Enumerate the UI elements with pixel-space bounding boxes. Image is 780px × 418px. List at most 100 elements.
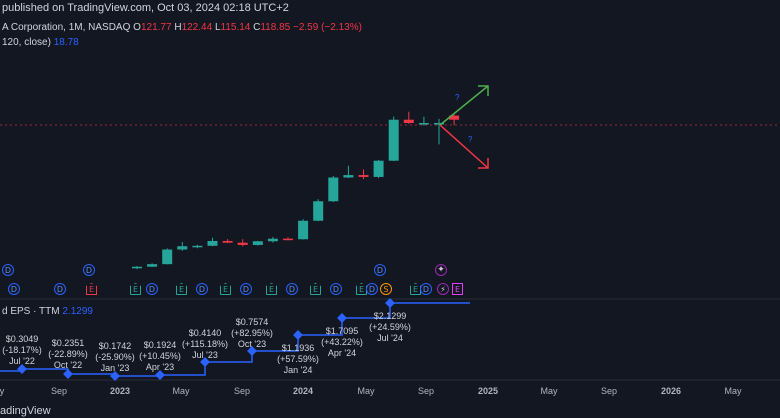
down-arrow-head [478,158,489,169]
eps-label-date: Oct '22 [53,360,83,370]
dividend-event-icon[interactable]: D [330,283,342,295]
low-label: L [214,22,221,33]
earnings-event-icon[interactable]: E [130,283,141,295]
up-arrow-head [478,85,489,96]
eps-label-change: (+24.59%) [369,322,411,332]
earnings-event-icon[interactable]: E [176,283,187,295]
candle-body[interactable] [162,249,173,265]
dividend-event-icon[interactable]: D [8,283,20,295]
candle-body[interactable] [343,175,354,178]
dividend-event-icon[interactable]: D [366,283,378,295]
eps-label-value: $0.3049 [5,334,39,344]
time-axis-tick: 2026 [660,386,682,396]
dividend-event-icon[interactable]: D [240,283,252,295]
eps-point[interactable] [337,313,347,323]
eps-point[interactable] [293,330,303,340]
eps-label-value: $1.7095 [325,326,359,336]
eps-label-change: (-22.89%) [48,349,88,359]
earnings-combined-icon[interactable]: E [452,283,463,295]
eps-line-group [0,298,400,381]
eps-label-date: Apr '24 [327,348,357,358]
dividend-event-icon[interactable]: D [420,283,432,295]
header-title: published on TradingView.com, Oct 03, 20… [2,2,289,14]
dividend-event-icon[interactable]: D [286,283,298,295]
time-axis-tick: 2024 [292,386,314,396]
split-event-icon[interactable]: ✦ [435,264,447,276]
candle-body[interactable] [434,122,444,125]
open-value: 121.77 [140,22,172,33]
up-annotation[interactable]: ? [455,93,460,102]
time-axis-tick: 2025 [477,386,499,396]
eps-label-value: $0.1742 [98,341,132,351]
candle-body[interactable] [418,122,429,125]
dividend-event-icon[interactable]: D [146,283,158,295]
dividend-event-icon[interactable]: D [83,264,95,276]
candle-body[interactable] [403,119,414,123]
change-value: −2.59 (−2.13%) [292,22,362,33]
eps-point[interactable] [385,298,395,308]
candle-body[interactable] [283,238,293,241]
candle-body[interactable] [358,175,369,177]
earnings-event-icon[interactable]: E [220,283,231,295]
candle-body[interactable] [237,242,248,245]
candle-body[interactable] [313,201,324,221]
eps-label-change: (+43.22%) [321,337,363,347]
time-axis-tick: Sep [233,386,251,396]
eps-data-label: $0.1742 (-25.90%) Jan '23 [95,341,135,374]
candle-body[interactable] [177,246,188,250]
eps-data-label: $0.3049 (-18.17%) Jul '22 [2,334,42,367]
candle-body[interactable] [192,245,203,248]
eps-label-value: $1.1936 [281,343,315,353]
eps-point[interactable] [247,346,257,356]
eps-label-change: (-18.17%) [2,345,42,355]
candle-body[interactable] [298,220,309,240]
eps-label-value: $0.4140 [188,328,222,338]
candle-body[interactable] [373,160,384,177]
earnings-event-icon[interactable]: E [310,283,321,295]
candle-body[interactable] [449,115,460,120]
candle-body[interactable] [222,240,233,243]
eps-point[interactable] [155,370,165,380]
candle-body[interactable] [267,238,278,242]
projection-arrows[interactable] [439,85,489,169]
eps-data-label: $1.7095 (+43.22%) Apr '24 [321,326,363,359]
eps-label-change: (+115.18%) [181,339,229,349]
eps-data-label: $0.1924 (+10.45%) Apr '23 [139,340,181,373]
dividend-event-icon[interactable]: D [374,264,386,276]
split-lightning-icon[interactable]: ⚡ [437,283,449,295]
candle-body[interactable] [207,240,218,246]
eps-data-label: $0.2351 (-22.89%) Oct '22 [48,338,88,371]
earnings-event-icon[interactable]: E [86,283,97,295]
tradingview-brand: adingView [0,405,51,417]
eps-label-change: (+10.45%) [139,351,181,361]
time-axis-tick: May [357,386,375,396]
eps-data-label: $0.7574 (+82.95%) Oct '23 [231,317,273,350]
dividend-event-icon[interactable]: D [196,283,208,295]
indicator-label: 120, close) [2,37,51,48]
eps-label-date: Jan '23 [100,363,130,373]
ohlc-legend: A Corporation, 1M, NASDAQ O121.77 H122.4… [2,22,362,33]
up-arrow-line [439,85,489,126]
eps-legend[interactable]: d EPS · TTM 2.1299 [2,306,93,317]
down-arrow-line [439,124,489,169]
candle-body[interactable] [147,264,158,267]
candle-body[interactable] [132,266,142,269]
time-axis-tick: 2023 [109,386,131,396]
down-annotation[interactable]: ? [468,135,473,144]
eps-point[interactable] [200,357,210,367]
time-axis-tick: May [724,386,742,396]
candle-body[interactable] [252,241,263,245]
indicator-legend[interactable]: 120, close) 18.78 [2,37,79,48]
candle-body[interactable] [388,119,399,161]
dividend-event-icon[interactable]: D [2,264,14,276]
candle-body[interactable] [328,177,339,202]
dividend-event-icon[interactable]: D [54,283,66,295]
earnings-event-icon[interactable]: E [266,283,277,295]
eps-label-date: Jul '22 [9,356,35,366]
symbol-label: A Corporation, 1M, NASDAQ [2,22,131,33]
split-event-icon[interactable]: S [380,283,392,295]
time-axis-tick: Sep [50,386,68,396]
eps-data-label: $1.1936 (+57.59%) Jan '24 [277,343,319,376]
eps-title-label: d EPS · TTM [2,306,60,317]
